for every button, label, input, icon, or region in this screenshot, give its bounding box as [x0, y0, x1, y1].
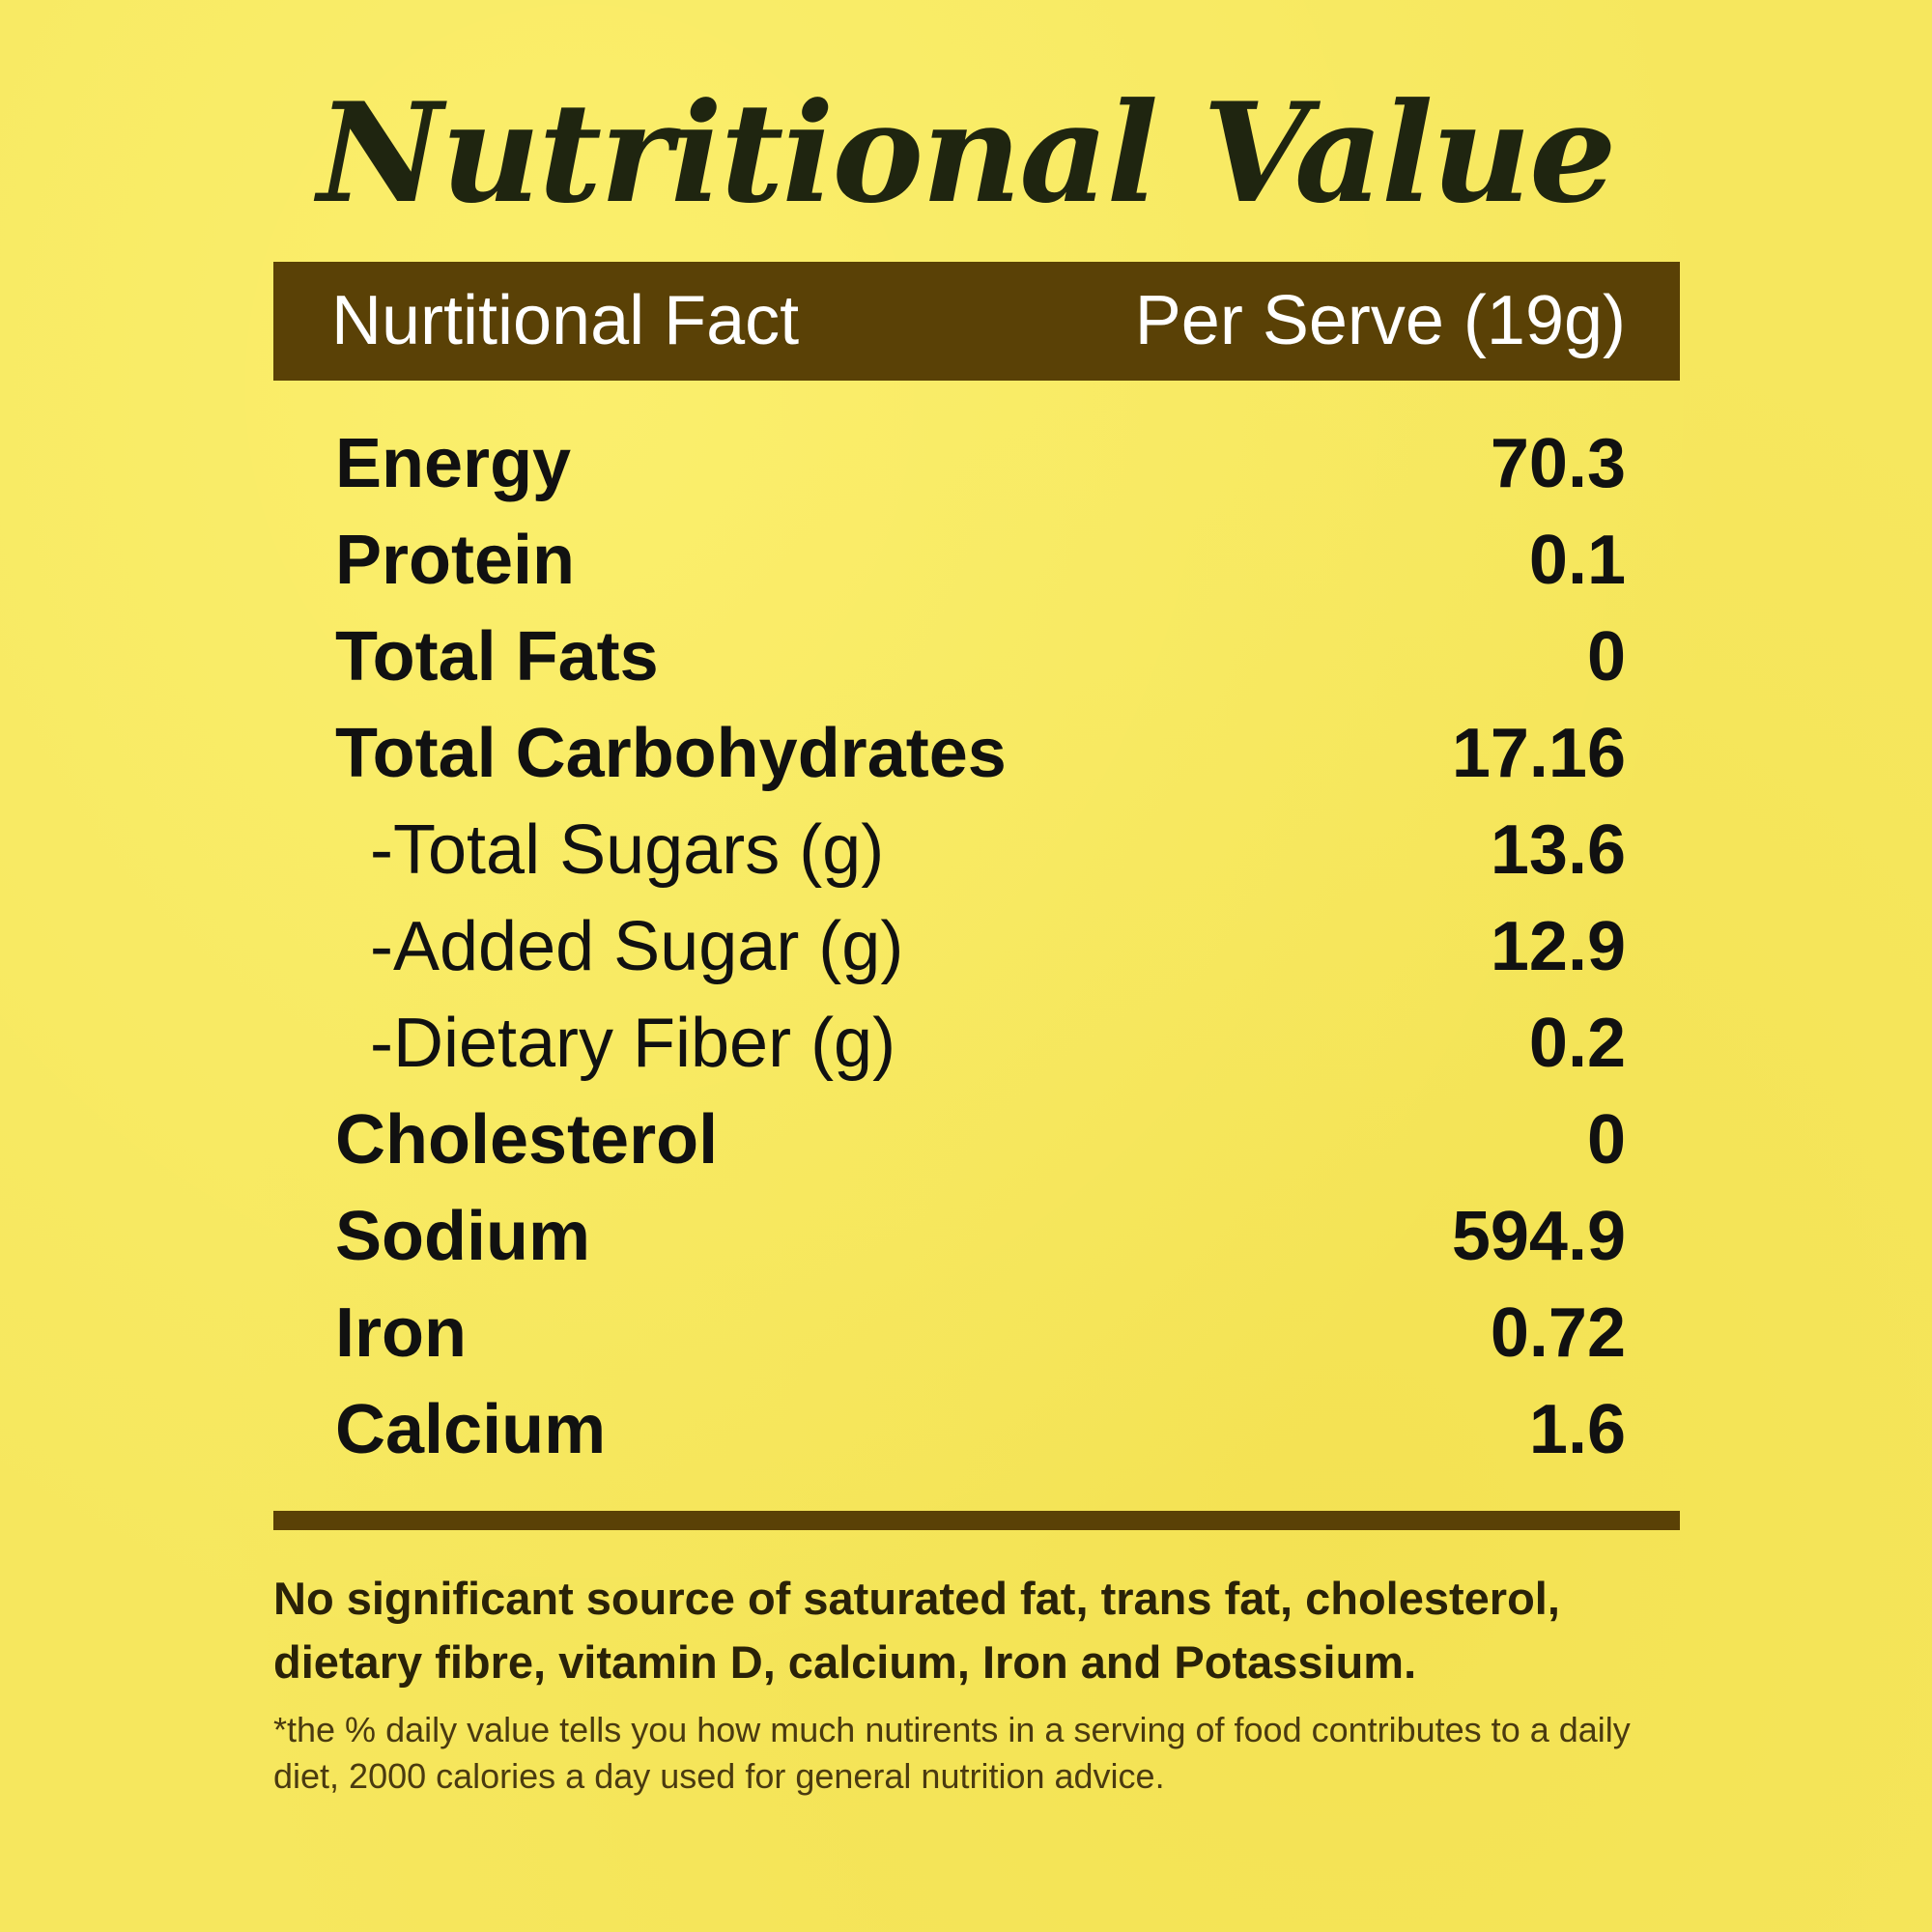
- row-label: Calcium: [335, 1391, 607, 1468]
- table-row: Cholesterol 0: [335, 1092, 1626, 1188]
- row-label: Protein: [335, 522, 576, 599]
- row-label: Energy: [335, 425, 572, 502]
- row-label: Sodium: [335, 1198, 590, 1275]
- table-header: Nurtitional Fact Per Serve (19g): [273, 262, 1680, 381]
- table-row-sub: -Dietary Fiber (g) 0.2: [335, 995, 1626, 1092]
- table-row: Calcium 1.6: [335, 1381, 1626, 1478]
- table-row: Total Carbohydrates 17.16: [335, 705, 1626, 802]
- nutrition-rows: Energy 70.3 Protein 0.1 Total Fats 0 Tot…: [335, 415, 1626, 1478]
- row-value: 0.2: [1528, 1005, 1626, 1082]
- row-value: 13.6: [1490, 811, 1626, 889]
- row-value: 1.6: [1528, 1391, 1626, 1468]
- row-value: 17.16: [1451, 715, 1626, 792]
- table-row-sub: -Total Sugars (g) 13.6: [335, 802, 1626, 898]
- header-label-nutritional-fact: Nurtitional Fact: [331, 282, 800, 359]
- row-value: 0: [1586, 618, 1626, 696]
- row-label: Total Carbohydrates: [335, 715, 1007, 792]
- row-value: 0: [1586, 1101, 1626, 1179]
- row-value: 70.3: [1490, 425, 1626, 502]
- row-label: Cholesterol: [335, 1101, 719, 1179]
- row-label: -Dietary Fiber (g): [370, 1005, 896, 1082]
- nutrition-note: No significant source of saturated fat, …: [273, 1573, 1560, 1688]
- row-value: 0.1: [1528, 522, 1626, 599]
- row-label: Iron: [335, 1294, 467, 1372]
- table-row-sub: -Added Sugar (g) 12.9: [335, 898, 1626, 995]
- row-value: 12.9: [1490, 908, 1626, 985]
- daily-value-footnote: *the % daily value tells you how much nu…: [273, 1710, 1631, 1796]
- table-row: Total Fats 0: [335, 609, 1626, 705]
- row-value: 594.9: [1451, 1198, 1626, 1275]
- row-value: 0.72: [1490, 1294, 1626, 1372]
- divider-rule: [273, 1511, 1680, 1530]
- row-label: Total Fats: [335, 618, 659, 696]
- table-row: Protein 0.1: [335, 512, 1626, 609]
- row-label: -Total Sugars (g): [370, 811, 885, 889]
- row-label: -Added Sugar (g): [370, 908, 904, 985]
- page-title: Nutritional Value: [317, 73, 1617, 234]
- table-row: Energy 70.3: [335, 415, 1626, 512]
- table-row: Sodium 594.9: [335, 1188, 1626, 1285]
- table-row: Iron 0.72: [335, 1285, 1626, 1381]
- header-label-per-serve: Per Serve (19g): [1134, 282, 1626, 359]
